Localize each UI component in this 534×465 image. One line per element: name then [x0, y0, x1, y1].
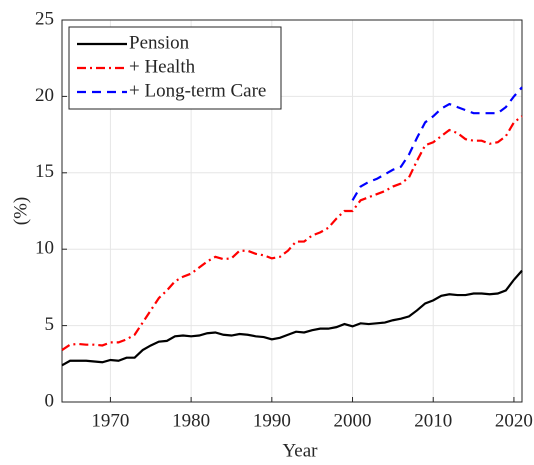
y-axis-label: (%): [10, 197, 31, 225]
y-tick-label: 0: [45, 390, 55, 411]
x-tick-label: 2000: [334, 410, 372, 431]
x-tick-label: 2010: [414, 410, 452, 431]
x-tick-label: 1970: [91, 410, 129, 431]
legend-label: + Health: [129, 56, 196, 77]
x-tick-label: 1990: [253, 410, 291, 431]
series-line: [61, 269, 523, 367]
y-tick-label: 25: [35, 8, 54, 29]
y-tick-label: 5: [45, 314, 55, 335]
x-tick-label: 1980: [172, 410, 210, 431]
x-tick-label: 2020: [495, 410, 533, 431]
x-axis-label: Year: [282, 440, 318, 461]
y-tick-label: 20: [35, 85, 54, 106]
legend-label: Pension: [129, 32, 190, 53]
y-tick-label: 15: [35, 161, 54, 182]
series-line: [351, 86, 523, 201]
legend-label: + Long-term Care: [129, 80, 266, 101]
series-line: [61, 115, 523, 351]
plot-frame: [61, 19, 523, 403]
y-tick-label: 10: [35, 238, 54, 259]
